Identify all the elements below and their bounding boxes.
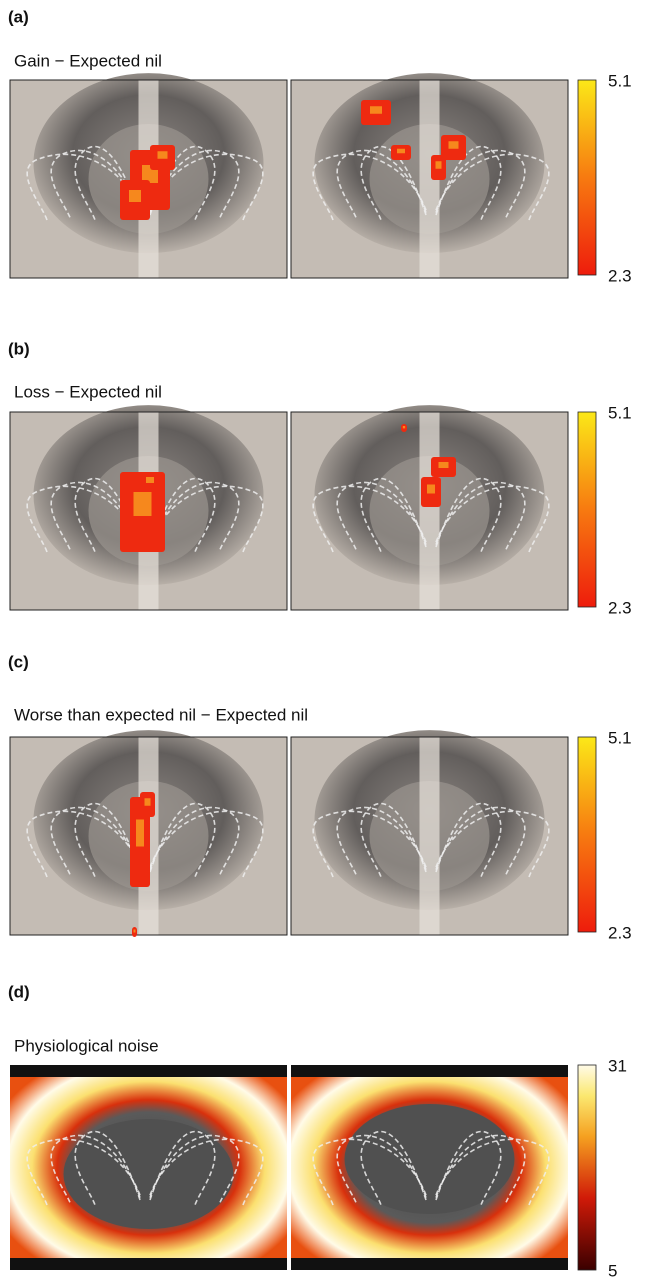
brain-slice bbox=[10, 405, 287, 610]
activation-core bbox=[397, 149, 405, 154]
activation-core bbox=[370, 106, 382, 114]
figure: (a) Gain − Expected nil 5.1 2.3 (b) Loss − Ex… bbox=[0, 0, 646, 1278]
slice-edge bbox=[291, 1065, 568, 1077]
brain-slice bbox=[10, 1065, 287, 1270]
activation-core bbox=[436, 161, 442, 169]
activation-core bbox=[134, 930, 136, 933]
panel-title: Gain − Expected nil bbox=[14, 51, 162, 70]
slice-edge bbox=[10, 1065, 287, 1077]
colorbar-max: 5.1 bbox=[608, 728, 632, 747]
colorbar-min: 2.3 bbox=[608, 923, 632, 942]
colorbar-min: 2.3 bbox=[608, 266, 632, 285]
panel-title: Worse than expected nil − Expected nil bbox=[14, 705, 308, 724]
panel-label: (b) bbox=[8, 339, 30, 358]
activation-core bbox=[158, 151, 168, 159]
brain-slice bbox=[10, 730, 287, 937]
activation-core bbox=[439, 462, 449, 468]
activation-core bbox=[136, 820, 144, 847]
panel-title: Physiological noise bbox=[14, 1036, 159, 1055]
brain-slice bbox=[291, 73, 568, 278]
slice-edge bbox=[291, 1258, 568, 1270]
colorbar-min: 2.3 bbox=[608, 598, 632, 617]
colorbar bbox=[578, 412, 596, 607]
slice-edge bbox=[10, 1258, 287, 1270]
activation-core bbox=[129, 190, 141, 202]
colorbar bbox=[578, 80, 596, 275]
panel-label: (c) bbox=[8, 652, 29, 671]
brain-slice bbox=[291, 1065, 568, 1270]
brain-slice bbox=[291, 730, 568, 935]
activation-core bbox=[427, 485, 435, 494]
brain-slice bbox=[291, 405, 568, 610]
colorbar-max: 5.1 bbox=[608, 71, 632, 90]
midline bbox=[420, 737, 440, 935]
activation-core bbox=[449, 141, 459, 149]
slice-core bbox=[345, 1104, 515, 1214]
colorbar-max: 31 bbox=[608, 1056, 627, 1075]
colorbar-min: 5 bbox=[608, 1261, 617, 1278]
midline bbox=[420, 412, 440, 610]
colorbar bbox=[578, 737, 596, 932]
brain-slice bbox=[10, 73, 287, 278]
panel-label: (d) bbox=[8, 982, 30, 1001]
activation-core bbox=[134, 492, 152, 516]
panel-title: Loss − Expected nil bbox=[14, 382, 162, 401]
activation-core bbox=[145, 798, 151, 806]
panel-label: (a) bbox=[8, 7, 29, 26]
colorbar-max: 5.1 bbox=[608, 403, 632, 422]
activation-core bbox=[146, 477, 154, 483]
colorbar bbox=[578, 1065, 596, 1270]
activation-core bbox=[403, 426, 405, 428]
